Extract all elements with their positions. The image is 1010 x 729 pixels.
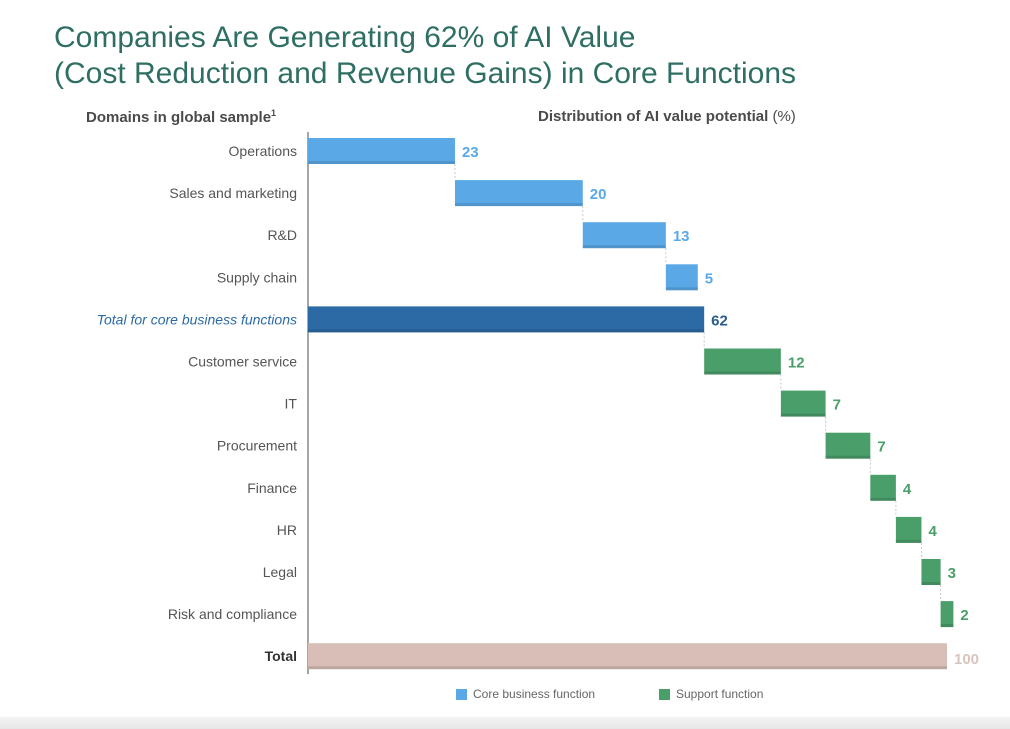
bar-hr	[895, 516, 922, 543]
distribution-column-header: Distribution of AI value potential (%)	[538, 108, 796, 125]
bar-shadow	[704, 371, 781, 375]
value-label: 62	[711, 312, 728, 329]
category-label: Operations	[229, 143, 297, 159]
category-label: R&D	[267, 227, 297, 243]
bar-shadow	[308, 161, 455, 164]
bar-total-for-core-business-functions	[308, 306, 705, 333]
legend-support-swatch	[659, 688, 670, 700]
bar-operations	[308, 138, 455, 164]
bar-shadow	[780, 413, 826, 417]
category-label: Risk and compliance	[168, 606, 297, 622]
chart-title-line-2: (Cost Reduction and Revenue Gains) in Co…	[54, 57, 797, 90]
bar-customer-service	[704, 348, 781, 375]
distribution-header-text: Distribution of AI value potential	[538, 108, 769, 125]
bar-it	[780, 390, 826, 417]
category-label: IT	[285, 396, 298, 412]
domains-column-header: Domains in global sample1	[86, 108, 276, 126]
bar-finance	[870, 474, 896, 501]
legend-support-label: Support function	[676, 687, 764, 701]
value-label: 4	[903, 481, 912, 498]
legend-core-swatch	[456, 688, 467, 700]
category-label: Customer service	[188, 354, 297, 370]
category-label: Total for core business functions	[97, 311, 297, 327]
bar-supply-chain	[665, 264, 698, 291]
bar-shadow	[454, 203, 583, 207]
category-label: Legal	[263, 564, 297, 580]
bar-risk-and-compliance	[940, 601, 954, 628]
category-label: Finance	[247, 480, 297, 496]
bar-r-d	[582, 222, 666, 249]
category-label: Sales and marketing	[169, 185, 297, 201]
bar-legal	[921, 559, 941, 585]
bar-total	[308, 643, 947, 670]
value-label: 23	[462, 144, 479, 161]
value-label: 3	[948, 565, 956, 582]
bar-shadow	[308, 329, 705, 333]
value-label: 12	[788, 355, 805, 372]
value-label: 100	[954, 651, 979, 668]
bar-sales-and-marketing	[454, 180, 583, 207]
value-label: 5	[705, 270, 713, 287]
bar-shadow	[895, 539, 922, 543]
bar-shadow	[921, 582, 941, 585]
category-label: Total	[265, 648, 297, 664]
domains-header-text: Domains in global sample	[86, 109, 272, 126]
category-label: Supply chain	[217, 269, 297, 285]
value-label: 7	[877, 439, 885, 456]
bar-shadow	[825, 455, 871, 459]
distribution-header-unit: (%)	[772, 108, 796, 125]
legend-core-label: Core business function	[473, 687, 596, 701]
value-label: 20	[590, 186, 607, 203]
category-label: HR	[277, 522, 297, 538]
legend-support: Support function	[659, 687, 763, 701]
bar-shadow	[582, 245, 666, 249]
bottom-edge	[0, 717, 1010, 729]
value-label: 13	[673, 228, 690, 245]
chart-title: Companies Are Generating 62% of AI Value…	[54, 20, 796, 92]
footnote-marker: 1	[271, 108, 277, 118]
chart-title-line-1: Companies Are Generating 62% of AI Value	[54, 21, 636, 54]
value-label: 2	[960, 607, 968, 624]
bar-shadow	[940, 624, 954, 628]
bar-shadow	[665, 287, 698, 291]
legend-core: Core business function	[456, 687, 595, 701]
value-label: 7	[833, 397, 841, 414]
value-label: 4	[928, 523, 937, 540]
category-label: Procurement	[217, 438, 297, 454]
bar-procurement	[825, 432, 871, 459]
bar-shadow	[870, 497, 896, 501]
bar-shadow	[308, 666, 947, 670]
